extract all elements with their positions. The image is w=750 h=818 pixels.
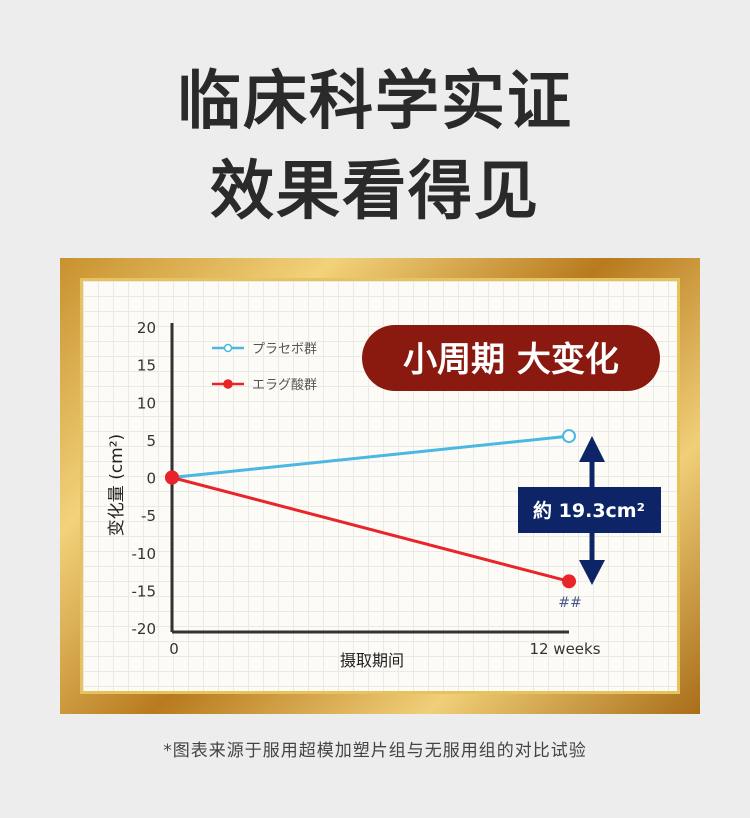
data-point: [562, 574, 576, 589]
x-tick-label: 0: [169, 640, 179, 658]
y-axis-label: 变化量 (cm²): [107, 434, 127, 536]
legend-label-1: エラグ酸群: [252, 378, 317, 393]
legend-marker-0: [223, 343, 233, 353]
arrow-down-icon: [579, 560, 605, 585]
y-tick-label: 0: [146, 470, 156, 488]
series-line-0: [171, 434, 570, 479]
x-axis-label: 摄取期间: [340, 651, 404, 670]
annotation-text: 約 19.3cm²: [533, 499, 645, 522]
y-tick-label: -5: [141, 507, 156, 525]
x-tick-label: 12 weeks: [529, 640, 600, 658]
series-line-1: [171, 476, 570, 583]
data-point: [165, 470, 179, 485]
y-tick-label: -10: [132, 545, 157, 563]
y-tick-label: -20: [132, 620, 157, 638]
badge-background: [362, 325, 660, 391]
legend-label-0: プラセボ群: [252, 342, 317, 357]
headline-line-2: 效果看得见: [210, 155, 540, 229]
footnote: *图表来源于服用超模加塑片组与无服用组的对比试验: [163, 741, 587, 761]
y-tick-label: 10: [137, 394, 156, 412]
legend-marker-1: [223, 379, 233, 389]
annotation-box: [518, 487, 661, 533]
arrow-up-icon: [579, 436, 605, 462]
badge-text: 小周期 大变化: [403, 340, 619, 380]
data-point: [562, 429, 576, 444]
headline-line-1: 临床科学实证: [177, 65, 573, 139]
significance-mark: ##: [558, 595, 581, 611]
y-tick-label: -15: [132, 582, 157, 600]
y-tick-label: 15: [137, 357, 156, 375]
y-tick-label: 5: [146, 432, 156, 450]
y-tick-label: 20: [137, 319, 156, 337]
